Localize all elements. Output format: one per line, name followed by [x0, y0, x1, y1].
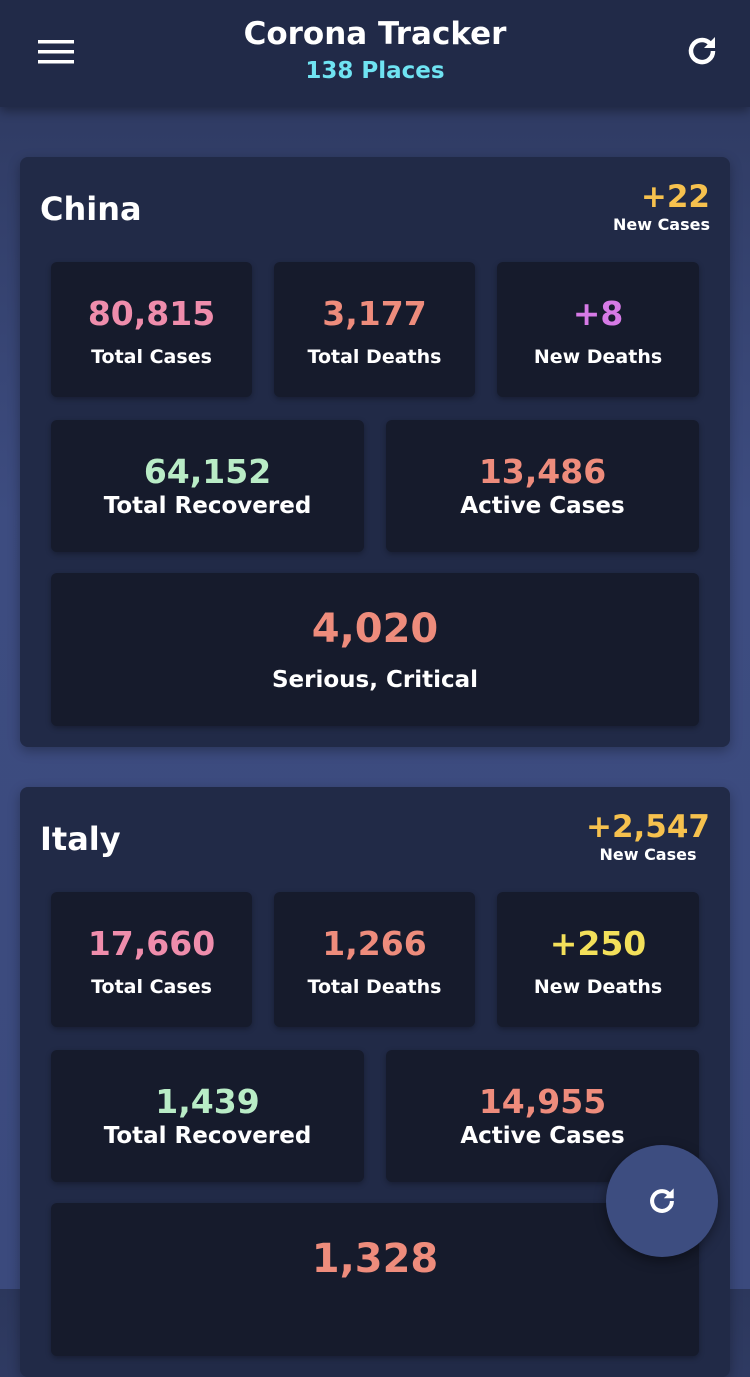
new-cases: +22 New Cases — [613, 179, 710, 234]
stat-label: Total Cases — [91, 976, 212, 998]
stat-value: 64,152 — [143, 452, 272, 491]
refresh-fab[interactable] — [606, 1145, 718, 1257]
stat-value: +8 — [572, 294, 624, 333]
stat-label: Serious, Critical — [271, 667, 479, 693]
stat-label: Total Deaths — [307, 976, 442, 998]
stat-label: New Deaths — [533, 976, 663, 998]
stat-value: 1,266 — [322, 924, 427, 963]
app-bar: Corona Tracker 138 Places — [0, 0, 750, 107]
stat-tile: +8 New Deaths — [497, 262, 699, 397]
stat-tile: 4,020 Serious, Critical — [51, 573, 699, 726]
stat-tile: 3,177 Total Deaths — [274, 262, 475, 397]
stat-label: New Deaths — [533, 346, 663, 368]
stat-value: 13,486 — [478, 452, 607, 491]
stat-label: Total Cases — [91, 346, 212, 368]
stat-value: 1,439 — [155, 1082, 260, 1121]
new-cases-label: New Cases — [612, 215, 710, 234]
country-name: China — [40, 190, 142, 228]
stat-label: Active Cases — [460, 493, 625, 519]
stat-tile: 17,660 Total Cases — [51, 892, 252, 1027]
country-card: China +22 New Cases 80,815 Total Cases 3,177 T… — [20, 157, 730, 747]
app-title: Corona Tracker — [243, 16, 507, 52]
new-cases-label: New Cases — [599, 845, 697, 864]
menu-button[interactable] — [36, 38, 76, 66]
stat-tile: +250 New Deaths — [497, 892, 699, 1027]
stat-tile: 13,486 Active Cases — [386, 420, 699, 552]
country-card: Italy +2,547 New Cases 17,660 Total Cases 1,2… — [20, 787, 730, 1377]
stat-tile: 1,439 Total Recovered — [51, 1050, 364, 1182]
stat-value: +250 — [549, 924, 647, 963]
stat-label: Total Recovered — [103, 1123, 312, 1149]
new-cases: +2,547 New Cases — [586, 809, 710, 864]
country-name: Italy — [40, 820, 121, 858]
stat-value: 4,020 — [311, 606, 439, 652]
refresh-icon — [650, 1188, 674, 1213]
stat-label: Active Cases — [460, 1123, 625, 1149]
stat-value: 1,328 — [311, 1236, 439, 1282]
stat-label: Total Recovered — [103, 493, 312, 519]
new-cases-value: +22 — [640, 179, 710, 215]
stat-value: 3,177 — [322, 294, 427, 333]
stat-label: Total Deaths — [307, 346, 442, 368]
stat-tile: 80,815 Total Cases — [51, 262, 252, 397]
stat-value: 14,955 — [478, 1082, 607, 1121]
stat-tile: 1,266 Total Deaths — [274, 892, 475, 1027]
stat-value: 17,660 — [87, 924, 216, 963]
new-cases-value: +2,547 — [585, 809, 710, 845]
refresh-button[interactable] — [682, 31, 722, 71]
places-count: 138 Places — [305, 58, 445, 84]
stat-tile: 64,152 Total Recovered — [51, 420, 364, 552]
stat-value: 80,815 — [87, 294, 216, 333]
stat-tile: 1,328 — [51, 1203, 699, 1356]
